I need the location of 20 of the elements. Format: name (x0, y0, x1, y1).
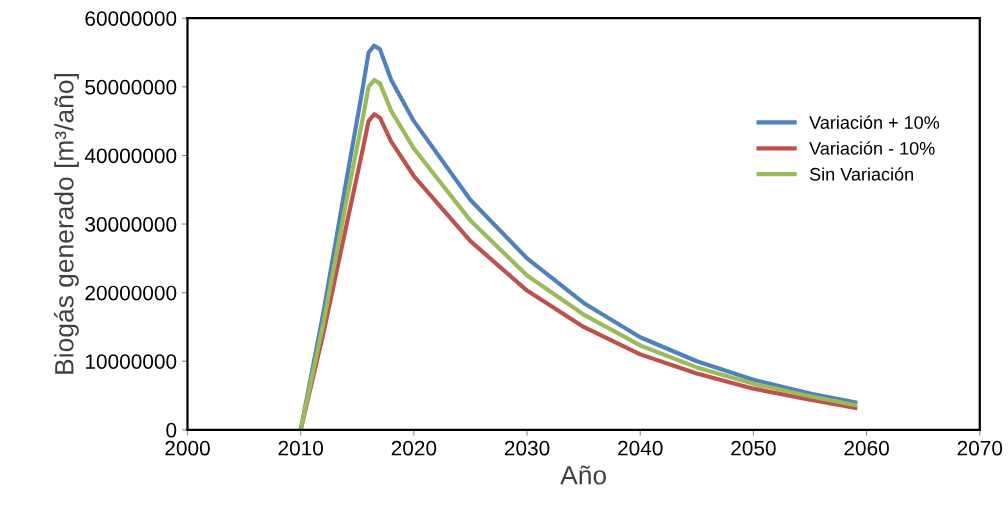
legend-label: Sin Variación (809, 167, 913, 181)
x-tick-label: 2030 (504, 440, 550, 456)
x-axis-title: Año (560, 465, 606, 485)
y-tick-label: 20000000 (85, 285, 177, 301)
y-tick-label: 50000000 (85, 79, 177, 95)
y-tick-label: 40000000 (84, 148, 177, 164)
y-tick-label: 60000000 (85, 11, 177, 26)
y-tick-label: 10000000 (85, 354, 177, 369)
x-tick-label: 2000 (165, 440, 210, 456)
y-tick-label: 30000000 (85, 217, 177, 232)
x-tick-label: 2040 (618, 440, 663, 456)
x-tick-label: 2070 (957, 440, 1003, 456)
x-tick-label: 2060 (844, 440, 889, 456)
x-tick-label: 2010 (278, 440, 324, 456)
y-axis-title: Biogás generado [m³/año] (53, 74, 79, 374)
x-tick-label: 2020 (391, 440, 437, 456)
legend-label: Variación + 10% (809, 115, 940, 129)
legend-label: Variación - 10% (809, 141, 935, 155)
y-tick-label: 0 (166, 422, 177, 438)
x-tick-label: 2050 (731, 440, 776, 456)
